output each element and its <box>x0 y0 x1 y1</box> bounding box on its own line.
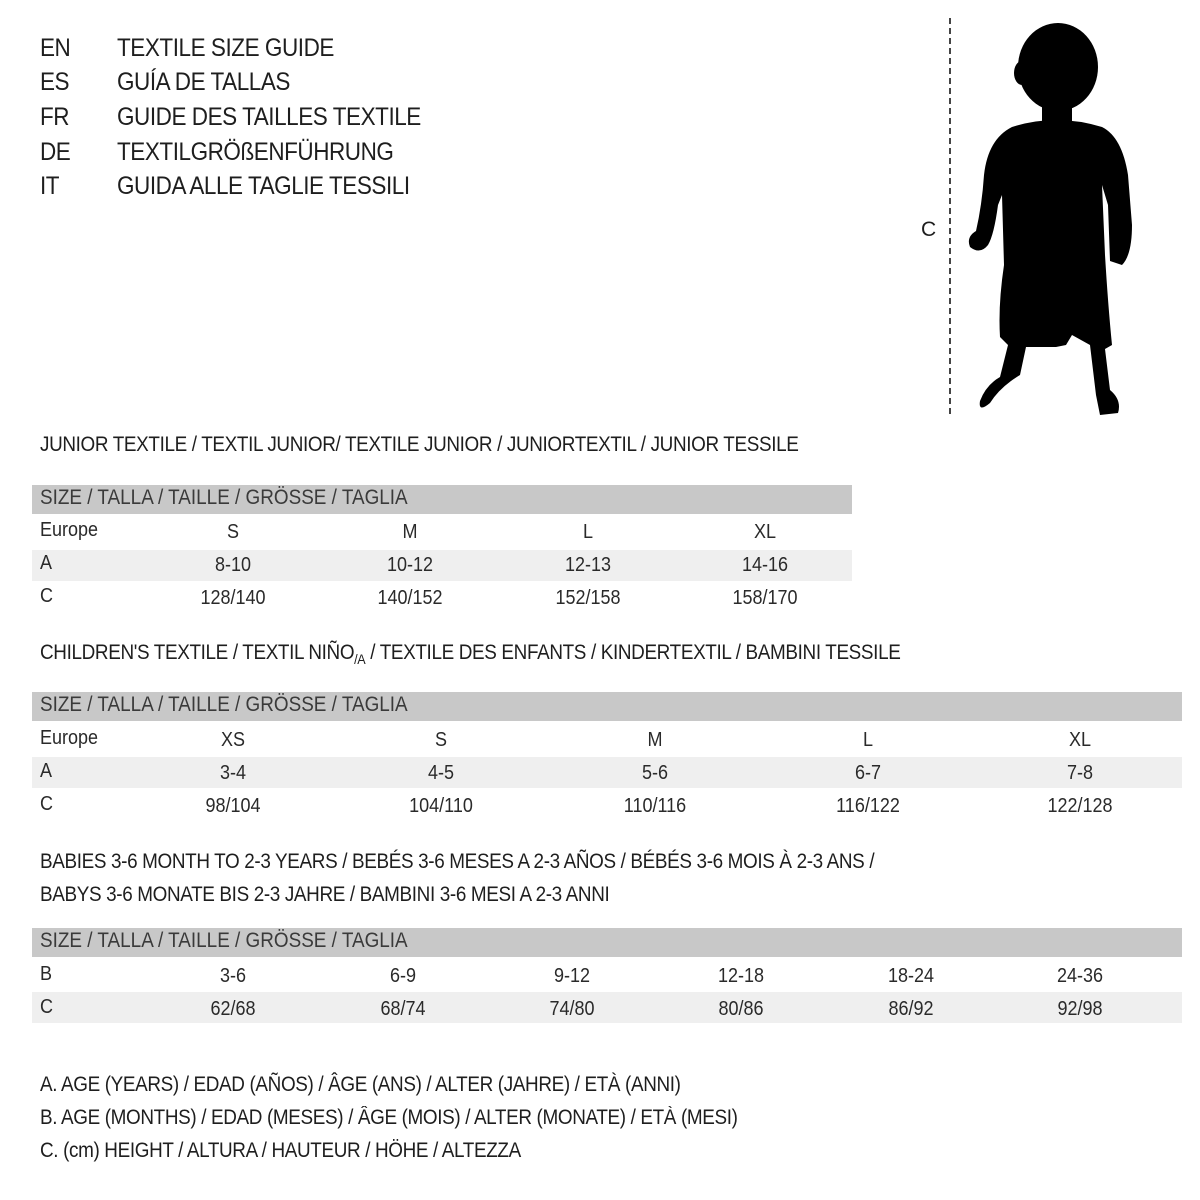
legend-a: A. AGE (YEARS) / EDAD (AÑOS) / ÂGE (ANS)… <box>40 1073 681 1096</box>
lang-code-en: EN <box>40 34 71 62</box>
children-heading-rest: / TEXTILE DES ENFANTS / KINDERTEXTIL / B… <box>365 641 901 664</box>
table-cell: 9-12 <box>553 965 591 987</box>
title-es: GUÍA DE TALLAS <box>117 68 290 96</box>
babies-size-header: SIZE / TALLA / TAILLE / GRÖSSE / TAGLIA <box>40 929 408 952</box>
table-cell: 152/158 <box>555 587 621 609</box>
table-cell: L <box>582 521 594 543</box>
children-row-shade <box>32 757 1182 788</box>
height-measure-label: C <box>921 218 937 241</box>
row-label: A <box>40 760 53 782</box>
table-cell: 128/140 <box>200 587 266 609</box>
table-cell: 12-18 <box>717 965 765 987</box>
table-cell: 6-9 <box>389 965 417 987</box>
children-heading-text: CHILDREN'S TEXTILE / TEXTIL NIÑO <box>40 641 355 664</box>
title-it: GUIDA ALLE TAGLIE TESSILI <box>117 172 410 200</box>
row-label: C <box>40 793 54 815</box>
table-cell: 8-10 <box>214 554 252 576</box>
table-cell: 122/128 <box>1047 795 1113 817</box>
legend-b: B. AGE (MONTHS) / EDAD (MESES) / ÂGE (MO… <box>40 1106 738 1129</box>
table-cell: 5-6 <box>641 762 669 784</box>
lang-code-de: DE <box>40 138 71 166</box>
table-cell: 14-16 <box>741 554 789 576</box>
table-cell: 68/74 <box>380 998 426 1020</box>
babies-row-shade <box>32 992 1182 1023</box>
babies-heading-line2: BABYS 3-6 MONATE BIS 2-3 JAHRE / BAMBINI… <box>40 883 610 906</box>
table-cell: 104/110 <box>409 795 473 817</box>
table-cell: 6-7 <box>854 762 882 784</box>
row-label: Europe <box>40 727 99 749</box>
table-cell: M <box>402 521 418 543</box>
table-cell: XL <box>753 521 777 543</box>
lang-code-es: ES <box>40 68 70 96</box>
table-cell: S <box>226 521 240 543</box>
table-cell: 86/92 <box>888 998 934 1020</box>
table-cell: 140/152 <box>377 587 443 609</box>
table-cell: 18-24 <box>887 965 935 987</box>
row-label: A <box>40 552 53 574</box>
table-cell: M <box>647 729 663 751</box>
height-measure-line <box>949 18 951 414</box>
row-label: C <box>40 996 54 1018</box>
table-cell: 24-36 <box>1056 965 1104 987</box>
junior-size-header: SIZE / TALLA / TAILLE / GRÖSSE / TAGLIA <box>40 486 408 509</box>
legend-c: C. (cm) HEIGHT / ALTURA / HAUTEUR / HÖHE… <box>40 1139 521 1162</box>
babies-heading-line1: BABIES 3-6 MONTH TO 2-3 YEARS / BEBÉS 3-… <box>40 850 875 873</box>
table-cell: 158/170 <box>732 587 798 609</box>
table-cell: XS <box>220 729 246 751</box>
lang-code-it: IT <box>40 172 60 200</box>
junior-heading: JUNIOR TEXTILE / TEXTIL JUNIOR/ TEXTILE … <box>40 433 799 456</box>
row-label: C <box>40 585 54 607</box>
junior-header-band: SIZE / TALLA / TAILLE / GRÖSSE / TAGLIA <box>32 485 852 514</box>
table-cell: L <box>862 729 874 751</box>
table-cell: 98/104 <box>205 795 261 817</box>
table-cell: 3-4 <box>219 762 247 784</box>
table-cell: 80/86 <box>718 998 764 1020</box>
table-cell: 62/68 <box>210 998 256 1020</box>
row-label: Europe <box>40 519 99 541</box>
children-heading-sub: /A <box>354 651 366 668</box>
table-cell: 110/116 <box>623 795 687 817</box>
table-cell: 12-13 <box>564 554 612 576</box>
row-label: B <box>40 963 53 985</box>
table-cell: 92/98 <box>1057 998 1103 1020</box>
table-cell: S <box>434 729 448 751</box>
title-de: TEXTILGRÖßENFÜHRUNG <box>117 138 394 166</box>
baby-silhouette-icon <box>968 23 1132 415</box>
lang-code-fr: FR <box>40 103 70 131</box>
table-cell: 74/80 <box>549 998 595 1020</box>
table-cell: 7-8 <box>1066 762 1094 784</box>
children-size-header: SIZE / TALLA / TAILLE / GRÖSSE / TAGLIA <box>40 693 408 716</box>
children-header-band: SIZE / TALLA / TAILLE / GRÖSSE / TAGLIA <box>32 692 1182 721</box>
table-cell: 116/122 <box>836 795 900 817</box>
table-cell: 3-6 <box>219 965 247 987</box>
junior-row-shade <box>32 550 852 581</box>
title-en: TEXTILE SIZE GUIDE <box>117 34 334 62</box>
table-cell: 4-5 <box>427 762 455 784</box>
children-heading: CHILDREN'S TEXTILE / TEXTIL NIÑO/A / TEX… <box>40 641 901 668</box>
table-cell: 10-12 <box>386 554 434 576</box>
title-fr: GUIDE DES TAILLES TEXTILE <box>117 103 421 131</box>
table-cell: XL <box>1068 729 1092 751</box>
babies-header-band: SIZE / TALLA / TAILLE / GRÖSSE / TAGLIA <box>32 928 1182 957</box>
